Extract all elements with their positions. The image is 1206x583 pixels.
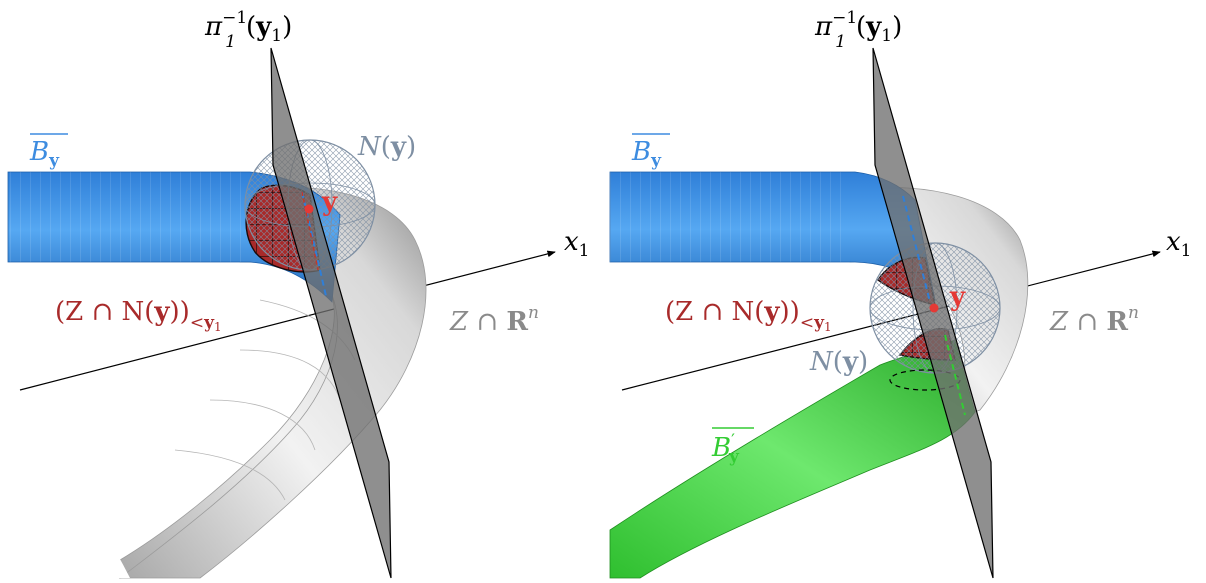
fiber-plane <box>872 47 994 579</box>
plane-label: π−1 1 (y1) <box>204 8 292 52</box>
Z-cap-R-label: Z ∩ Rn <box>1049 303 1139 337</box>
blue-dashed-section <box>301 191 327 297</box>
B-prime-label: B′ y <box>711 427 754 467</box>
point-y <box>929 303 939 313</box>
point-y-label: y <box>321 187 338 217</box>
point-y <box>304 204 314 214</box>
neighborhood-label: N(y) <box>809 347 868 377</box>
blue-tube-stripes <box>610 172 850 262</box>
green-tube-B-prime <box>609 339 976 579</box>
svg-text:By: By <box>29 137 60 171</box>
green-dashed-section <box>944 334 966 416</box>
point-y-label: y <box>949 282 966 312</box>
torus-body-shade <box>0 420 130 578</box>
B-label: By <box>29 133 68 171</box>
right-panel: π−1 1 (y1) x1 N(y) y By B′ y (Z ∩ N(y))<y1 … <box>609 8 1192 579</box>
x1-axis-label: x1 <box>564 227 590 261</box>
red-dashed-section <box>301 191 319 271</box>
left-panel: π−1 1 (y1) x1 N(y) y By (Z ∩ N(y))<y1 Z ∩ … <box>0 8 590 579</box>
fiber-plane <box>270 47 392 579</box>
svg-text:B′y: B′ y <box>711 431 740 467</box>
Z-cap-R-label: Z ∩ Rn <box>449 303 539 337</box>
intersection-label: (Z ∩ N(y))<y1 <box>55 297 222 334</box>
x1-axis-label: x1 <box>1166 227 1192 261</box>
B-label: By <box>631 133 670 171</box>
intersection-label: (Z ∩ N(y))<y1 <box>665 297 832 334</box>
plane-label: π−1 1 (y1) <box>814 8 902 52</box>
blue-dashed-section <box>902 195 931 303</box>
svg-text:By: By <box>631 137 662 171</box>
x1-axis-line <box>19 250 556 391</box>
blue-tube-stripes <box>8 172 248 262</box>
neighborhood-label: N(y) <box>357 132 416 162</box>
torus-body-outer <box>118 187 427 579</box>
